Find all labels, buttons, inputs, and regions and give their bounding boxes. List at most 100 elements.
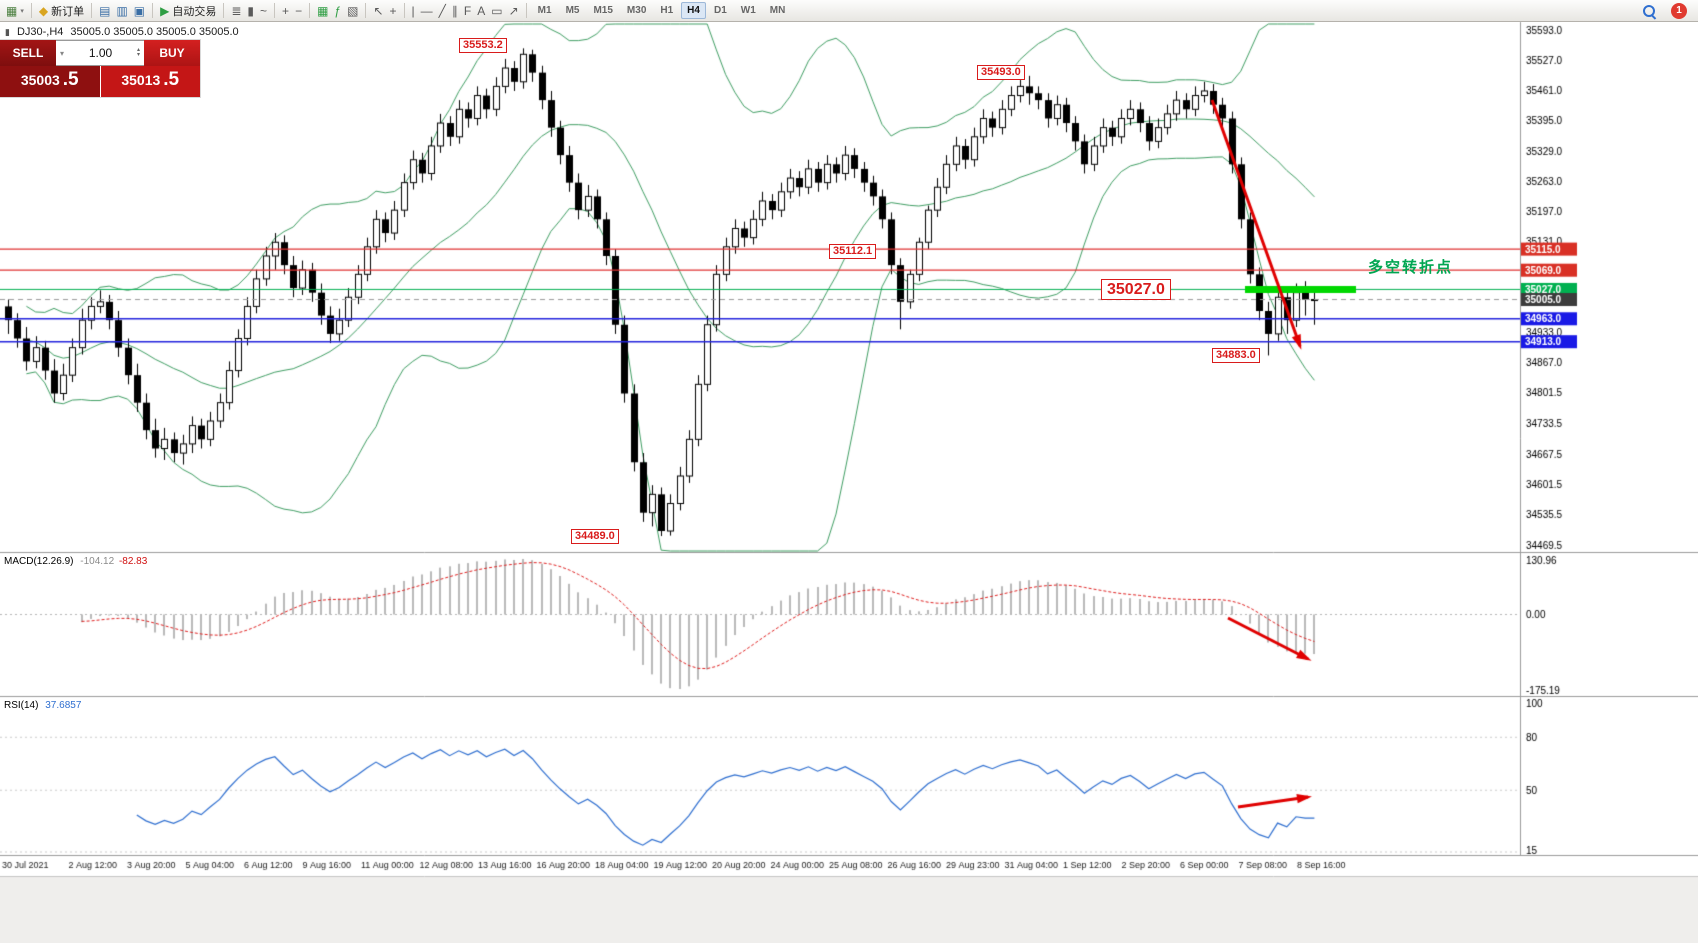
timeframe-mn-button[interactable]: MN: [769, 5, 786, 16]
notifications-badge[interactable]: 1: [1671, 2, 1687, 19]
volume-dropdown-caret[interactable]: ▾: [60, 48, 65, 58]
market-watch-icon[interactable]: ▤: [96, 2, 113, 20]
channel-icon-glyph: ∥: [451, 3, 458, 18]
line-chart-icon[interactable]: ~: [257, 2, 270, 20]
timeframe-m30-button[interactable]: M30: [626, 5, 647, 16]
timeframe-d1-button[interactable]: D1: [713, 5, 727, 16]
bars-chart-icon[interactable]: ≣: [228, 2, 244, 20]
volume-input[interactable]: ▾ 1.00 ▴ ▾: [56, 40, 144, 66]
data-window-icon-glyph: ▥: [116, 3, 128, 18]
chart-icon: ▮: [5, 26, 10, 37]
timeframe-h4-button[interactable]: H4: [681, 2, 706, 19]
autotrading-button-glyph: ▶: [160, 3, 170, 18]
new-chart-icon[interactable]: ▦ ▾: [3, 2, 27, 20]
macd-main-value: -104.12: [80, 556, 115, 567]
timeframe-h1-button[interactable]: H1: [660, 5, 674, 16]
fibonacci-icon-glyph: F: [463, 3, 472, 18]
volume-step-down-icon[interactable]: ▾: [136, 52, 140, 58]
rsi-value: 37.6857: [45, 700, 82, 711]
text-icon-glyph: A: [477, 3, 486, 18]
toolbar-right-group: 1: [1640, 2, 1695, 20]
turning-point-annotation[interactable]: 多空转折点: [1368, 259, 1454, 276]
timeframe-m1-button[interactable]: M1: [537, 5, 552, 16]
indicators-icon-glyph: ƒ: [334, 3, 342, 18]
chart-symbol-header: ▮ DJ30-,H4 35005.0 35005.0 35005.0 35005…: [5, 26, 239, 38]
trade-prices-row: 35003.5 35013.5: [0, 66, 200, 97]
line-chart-icon-glyph: ~: [260, 3, 268, 18]
candlestick-chart-icon[interactable]: ▮: [244, 2, 257, 20]
toolbar-separator: [152, 3, 154, 18]
horizontal-line-icon[interactable]: —: [418, 2, 436, 20]
volume-stepper[interactable]: ▴ ▾: [136, 47, 140, 58]
candlestick-chart-icon-glyph: ▮: [247, 3, 255, 18]
autotrading-button-label: 自动交易: [172, 5, 217, 18]
price-label-34489.0[interactable]: 34489.0: [571, 529, 619, 544]
data-window-icon[interactable]: ▥: [113, 2, 130, 20]
symbol-ohlc-label: 35005.0 35005.0 35005.0 35005.0: [70, 26, 239, 38]
zoom-out-icon[interactable]: −: [292, 2, 305, 20]
toolbar-left-group: ▦ ▾ ◆ 新订单 ▤ ▥ ▣ ▶ 自动交易 ≣ ▮ ~ + − ▦ ƒ ▧ ↖ + | — ╱ ∥ F A ▭ ↗ M1 M5 M15 M…: [3, 2, 1640, 20]
macd-signal-value: -82.83: [118, 556, 148, 567]
text-icon[interactable]: A: [474, 2, 488, 20]
trendline-icon[interactable]: ╱: [436, 2, 449, 20]
new-order-button-glyph: ◆: [38, 3, 49, 18]
fibonacci-icon[interactable]: F: [461, 2, 474, 20]
sell-price[interactable]: 35003.5: [0, 66, 100, 97]
tile-windows-icon-glyph: ▦: [317, 3, 329, 18]
bars-chart-icon-glyph: ≣: [231, 3, 242, 18]
price-label-35493.0[interactable]: 35493.0: [977, 65, 1025, 80]
channel-icon[interactable]: ∥: [449, 2, 461, 20]
magnifier-glyph: [1643, 4, 1655, 17]
buy-price[interactable]: 35013.5: [100, 66, 200, 97]
new-chart-icon-glyph: ▦: [6, 3, 18, 18]
search-icon[interactable]: [1640, 2, 1664, 20]
toolbar-separator: [525, 3, 527, 18]
cursor-icon[interactable]: ↖: [370, 2, 386, 20]
indicators-icon[interactable]: ƒ: [331, 2, 344, 20]
label-icon-glyph: ▭: [491, 3, 503, 18]
market-watch-icon-glyph: ▤: [99, 3, 111, 18]
volume-step-up-icon[interactable]: ▴: [136, 47, 140, 53]
vertical-line-icon[interactable]: |: [409, 2, 418, 20]
rsi-title: RSI(14): [4, 700, 39, 711]
toolbar: ▦ ▾ ◆ 新订单 ▤ ▥ ▣ ▶ 自动交易 ≣ ▮ ~ + − ▦ ƒ ▧ ↖ + | — ╱ ∥ F A ▭ ↗ M1 M5 M15 M…: [0, 0, 1698, 22]
zoom-out-icon-glyph: −: [295, 3, 303, 18]
zoom-in-icon-glyph: +: [282, 3, 290, 18]
volume-value[interactable]: 1.00: [88, 46, 113, 60]
horizontal-line-icon-glyph: —: [420, 3, 433, 18]
trade-buttons-row: SELL ▾ 1.00 ▴ ▾ BUY: [0, 40, 200, 66]
arrow-tool-icon[interactable]: ↗: [506, 2, 522, 20]
timeframe-w1-button[interactable]: W1: [740, 5, 756, 16]
price-label-35112.1[interactable]: 35112.1: [829, 244, 877, 259]
macd-indicator-header: MACD(12.26.9) -104.12 -82.83: [4, 556, 147, 567]
toolbar-separator: [403, 3, 405, 18]
autotrading-button[interactable]: ▶ 自动交易: [157, 2, 219, 20]
buy-button[interactable]: BUY: [144, 40, 200, 66]
templates-icon-glyph: ▧: [347, 3, 359, 18]
dropdown-caret-icon[interactable]: ▾: [20, 7, 24, 15]
templates-icon[interactable]: ▧: [344, 2, 361, 20]
crosshair-icon[interactable]: +: [387, 2, 400, 20]
toolbar-separator: [274, 3, 276, 18]
price-label-34883.0[interactable]: 34883.0: [1212, 348, 1260, 363]
zoom-in-icon[interactable]: +: [279, 2, 292, 20]
toolbar-separator: [309, 3, 311, 18]
rsi-indicator-header: RSI(14) 37.6857: [4, 700, 81, 711]
vertical-line-icon-glyph: |: [411, 3, 415, 18]
sell-button[interactable]: SELL: [0, 40, 56, 66]
label-icon[interactable]: ▭: [488, 2, 505, 20]
trendline-icon-glyph: ╱: [438, 3, 446, 18]
timeframe-m5-button[interactable]: M5: [565, 5, 580, 16]
price-label-35027.0[interactable]: 35027.0: [1101, 279, 1171, 300]
toolbar-separator: [30, 3, 32, 18]
arrow-tool-icon-glyph: ↗: [508, 3, 519, 18]
new-order-button[interactable]: ◆ 新订单: [36, 2, 87, 20]
tile-windows-icon[interactable]: ▦: [314, 2, 331, 20]
toolbar-separator: [365, 3, 367, 18]
navigator-icon[interactable]: ▣: [131, 2, 148, 20]
price-label-35553.2[interactable]: 35553.2: [459, 38, 507, 53]
toolbar-separator: [223, 3, 225, 18]
timeframe-m15-button[interactable]: M15: [593, 5, 613, 16]
one-click-trading-panel: SELL ▾ 1.00 ▴ ▾ BUY 35003.5 35013.5: [0, 40, 200, 97]
